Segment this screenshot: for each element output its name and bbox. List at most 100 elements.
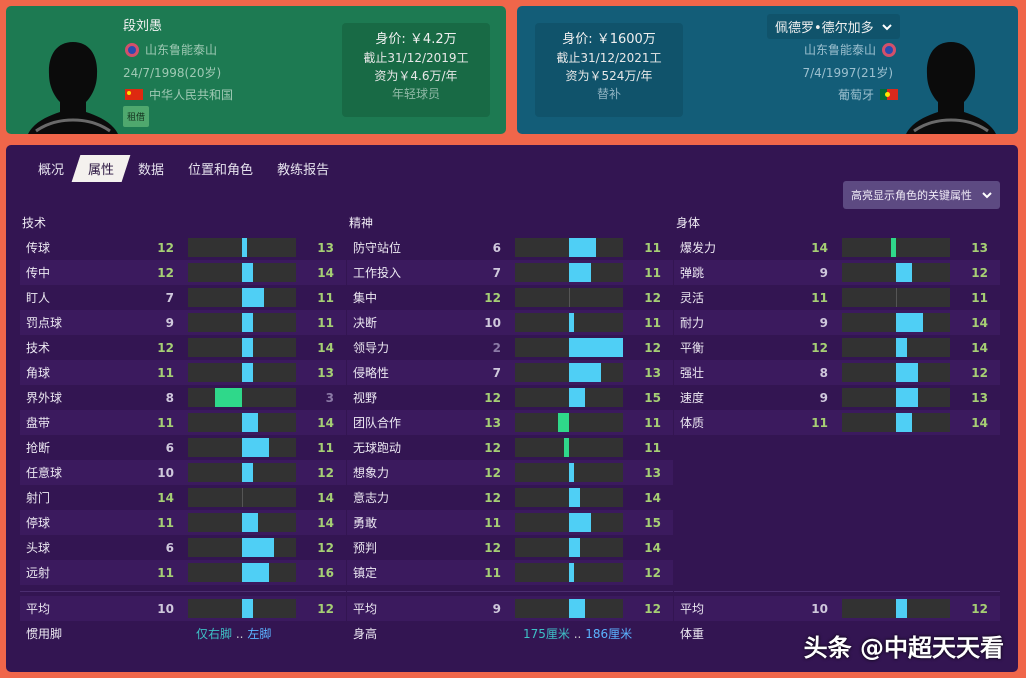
comparison-bar: [188, 538, 296, 557]
attribute-row[interactable]: 界外球 8 3: [20, 385, 346, 410]
range-value: 175厘米 .. 186厘米: [523, 627, 633, 641]
birth-date: 7/4/1997(21岁): [802, 66, 893, 80]
right-value: 12: [971, 365, 988, 380]
attribute-row[interactable]: 无球跑动 12 11: [347, 435, 673, 460]
comparison-bar: [515, 488, 623, 507]
left-value: 9: [819, 265, 828, 280]
comparison-bar: [188, 313, 296, 332]
nation-row[interactable]: 葡萄牙: [838, 86, 898, 103]
club-crest-icon: [882, 42, 896, 57]
right-value: 11: [317, 290, 334, 305]
average-row[interactable]: 平均 10 12: [674, 596, 1000, 621]
attribute-row[interactable]: 盘带 11 14: [20, 410, 346, 435]
loan-badge: 租借: [123, 106, 150, 127]
attribute-row[interactable]: 工作投入 7 11: [347, 260, 673, 285]
attribute-row[interactable]: 耐力 9 14: [674, 310, 1000, 335]
attribute-row[interactable]: 体质 11 14: [674, 410, 1000, 435]
club-row[interactable]: 山东鲁能泰山: [804, 41, 896, 58]
right-value: 3: [325, 390, 334, 405]
comparison-bar: [188, 513, 296, 532]
attribute-row[interactable]: 技术 12 14: [20, 335, 346, 360]
highlight-key-attributes-select[interactable]: 高亮显示角色的关键属性: [843, 181, 1000, 209]
attribute-row[interactable]: 传球 12 13: [20, 235, 346, 260]
attribute-row[interactable]: 抢断 6 11: [20, 435, 346, 460]
attribute-row[interactable]: 侵略性 7 13: [347, 360, 673, 385]
left-value: 8: [165, 390, 174, 405]
attribute-row[interactable]: 平衡 12 14: [674, 335, 1000, 360]
comparison-bar: [515, 313, 623, 332]
left-value: 11: [157, 365, 174, 380]
attribute-row[interactable]: 决断 10 11: [347, 310, 673, 335]
left-value: 14: [811, 240, 828, 255]
attribute-row[interactable]: 头球 6 12: [20, 535, 346, 560]
comparison-bar: [515, 288, 623, 307]
footer-row: 惯用脚 仅右脚 .. 左脚: [26, 627, 272, 641]
right-value: 16: [317, 565, 334, 580]
club-row[interactable]: 山东鲁能泰山: [125, 41, 217, 58]
tab-stats[interactable]: 数据: [138, 163, 165, 178]
attribute-row[interactable]: 灵活 11 11: [674, 285, 1000, 310]
attribute-list: 爆发力 14 13 弹跳 9 12 灵活 11 11 耐力 9 14 平衡 12 14 强壮 8 12 速度 9 13 体…: [674, 235, 1000, 585]
attribute-row[interactable]: 任意球 10 12: [20, 460, 346, 485]
attribute-row[interactable]: 角球 11 13: [20, 360, 346, 385]
right-value: 14: [317, 340, 334, 355]
right-value: 12: [644, 565, 661, 580]
attribute-row[interactable]: 罚点球 9 11: [20, 310, 346, 335]
comparison-bar: [515, 538, 623, 557]
attribute-row[interactable]: 意志力 12 14: [347, 485, 673, 510]
right-value: 14: [317, 515, 334, 530]
compare-player-select[interactable]: 佩德罗•德尔加多: [767, 14, 900, 39]
tab-coach-report[interactable]: 教练报告: [277, 163, 330, 178]
left-value: 11: [484, 565, 501, 580]
left-player-card: 段刘愚 山东鲁能泰山 24/7/1998(20岁) 中华人民共和国 租借 身价:…: [6, 6, 506, 134]
attribute-row[interactable]: 预判 12 14: [347, 535, 673, 560]
divider: [674, 591, 1000, 592]
tab-overview[interactable]: 概况: [38, 163, 65, 178]
left-value: 11: [484, 515, 501, 530]
nation-row[interactable]: 中华人民共和国: [125, 86, 233, 103]
right-value: 14: [644, 490, 661, 505]
attribute-row[interactable]: 勇敢 11 15: [347, 510, 673, 535]
average-row[interactable]: 平均 10 12: [20, 596, 346, 621]
attribute-row[interactable]: 爆发力 14 13: [674, 235, 1000, 260]
attribute-row[interactable]: 团队合作 13 11: [347, 410, 673, 435]
comparison-bar: [188, 488, 296, 507]
comparison-bar: [515, 238, 623, 257]
club-name: 山东鲁能泰山: [803, 43, 876, 57]
range-value: 仅右脚 .. 左脚: [196, 627, 272, 641]
comparison-bar: [188, 288, 296, 307]
contract-end: 截止31/12/2019工: [363, 51, 469, 65]
attribute-row[interactable]: 想象力 12 13: [347, 460, 673, 485]
wage: 资为￥524万/年: [565, 69, 653, 83]
attribute-row[interactable]: 远射 11 16: [20, 560, 346, 585]
left-value: 7: [165, 290, 174, 305]
attribute-row[interactable]: 射门 14 14: [20, 485, 346, 510]
attribute-row[interactable]: 强壮 8 12: [674, 360, 1000, 385]
attribute-row[interactable]: 停球 11 14: [20, 510, 346, 535]
left-value: 10: [484, 315, 501, 330]
average-row[interactable]: 平均 9 12: [347, 596, 673, 621]
attribute-row[interactable]: 传中 12 14: [20, 260, 346, 285]
comparison-bar: [842, 238, 950, 257]
tab-bar: 概况 属性 数据 位置和角色 教练报告: [26, 155, 341, 182]
attribute-row[interactable]: 视野 12 15: [347, 385, 673, 410]
attribute-row[interactable]: 防守站位 6 11: [347, 235, 673, 260]
left-value: 11: [157, 515, 174, 530]
attribute-row[interactable]: 盯人 7 11: [20, 285, 346, 310]
right-value: 11: [644, 265, 661, 280]
attribute-row[interactable]: 弹跳 9 12: [674, 260, 1000, 285]
attribute-row[interactable]: 集中 12 12: [347, 285, 673, 310]
attribute-row[interactable]: 镇定 11 12: [347, 560, 673, 585]
left-value: 9: [492, 601, 501, 616]
attribute-row[interactable]: 速度 9 13: [674, 385, 1000, 410]
tab-positions-roles[interactable]: 位置和角色: [188, 163, 254, 178]
club-crest-icon: [125, 42, 139, 57]
player-name[interactable]: 段刘愚: [123, 19, 163, 34]
left-value: 12: [484, 440, 501, 455]
tab-attributes[interactable]: 属性: [76, 155, 126, 182]
left-value: 6: [165, 540, 174, 555]
comparison-bar: [188, 599, 296, 618]
attribute-row[interactable]: 领导力 2 12: [347, 335, 673, 360]
technical-group: 技术 传球 12 13 传中 12 14 盯人 7 11 罚点球 9 11 技术 12 14 角球 11 13 界外球…: [20, 215, 346, 646]
comparison-bar: [188, 563, 296, 582]
